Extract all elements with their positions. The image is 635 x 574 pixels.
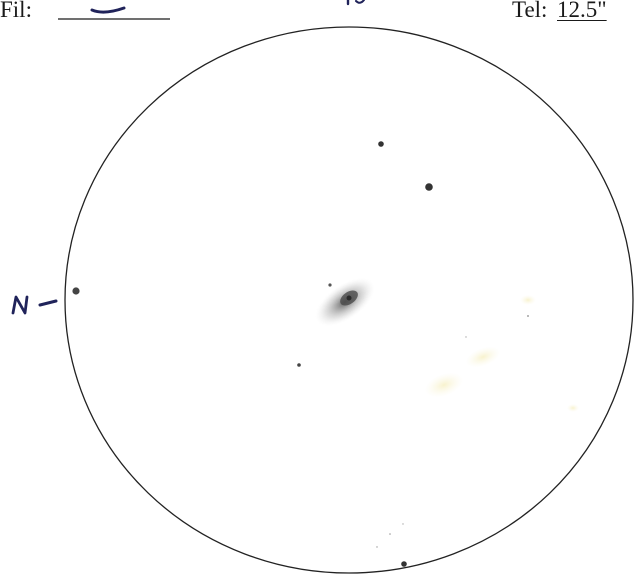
filter-value-dash bbox=[90, 6, 126, 14]
star bbox=[328, 283, 332, 287]
star bbox=[527, 315, 529, 317]
paper-smudge bbox=[465, 346, 501, 368]
north-orientation-mark bbox=[11, 295, 58, 315]
paper-smudge bbox=[567, 404, 579, 412]
handwriting-fragment bbox=[355, 0, 365, 4]
paper-smudge bbox=[424, 372, 464, 398]
galaxy-nucleus bbox=[346, 295, 352, 301]
eyepiece-field-circle bbox=[64, 26, 634, 574]
star bbox=[465, 336, 467, 338]
star bbox=[72, 287, 80, 295]
star bbox=[297, 363, 301, 367]
telescope-label: Tel: bbox=[512, 0, 548, 22]
star bbox=[402, 523, 404, 525]
paper-smudge bbox=[520, 295, 536, 305]
star bbox=[401, 561, 407, 567]
telescope-value: 12.5" bbox=[557, 0, 607, 22]
filter-label: Fil: bbox=[0, 0, 32, 22]
star bbox=[389, 533, 391, 535]
star bbox=[378, 141, 384, 147]
star bbox=[376, 546, 378, 548]
star bbox=[425, 183, 433, 191]
galaxy-sketch bbox=[315, 278, 375, 326]
